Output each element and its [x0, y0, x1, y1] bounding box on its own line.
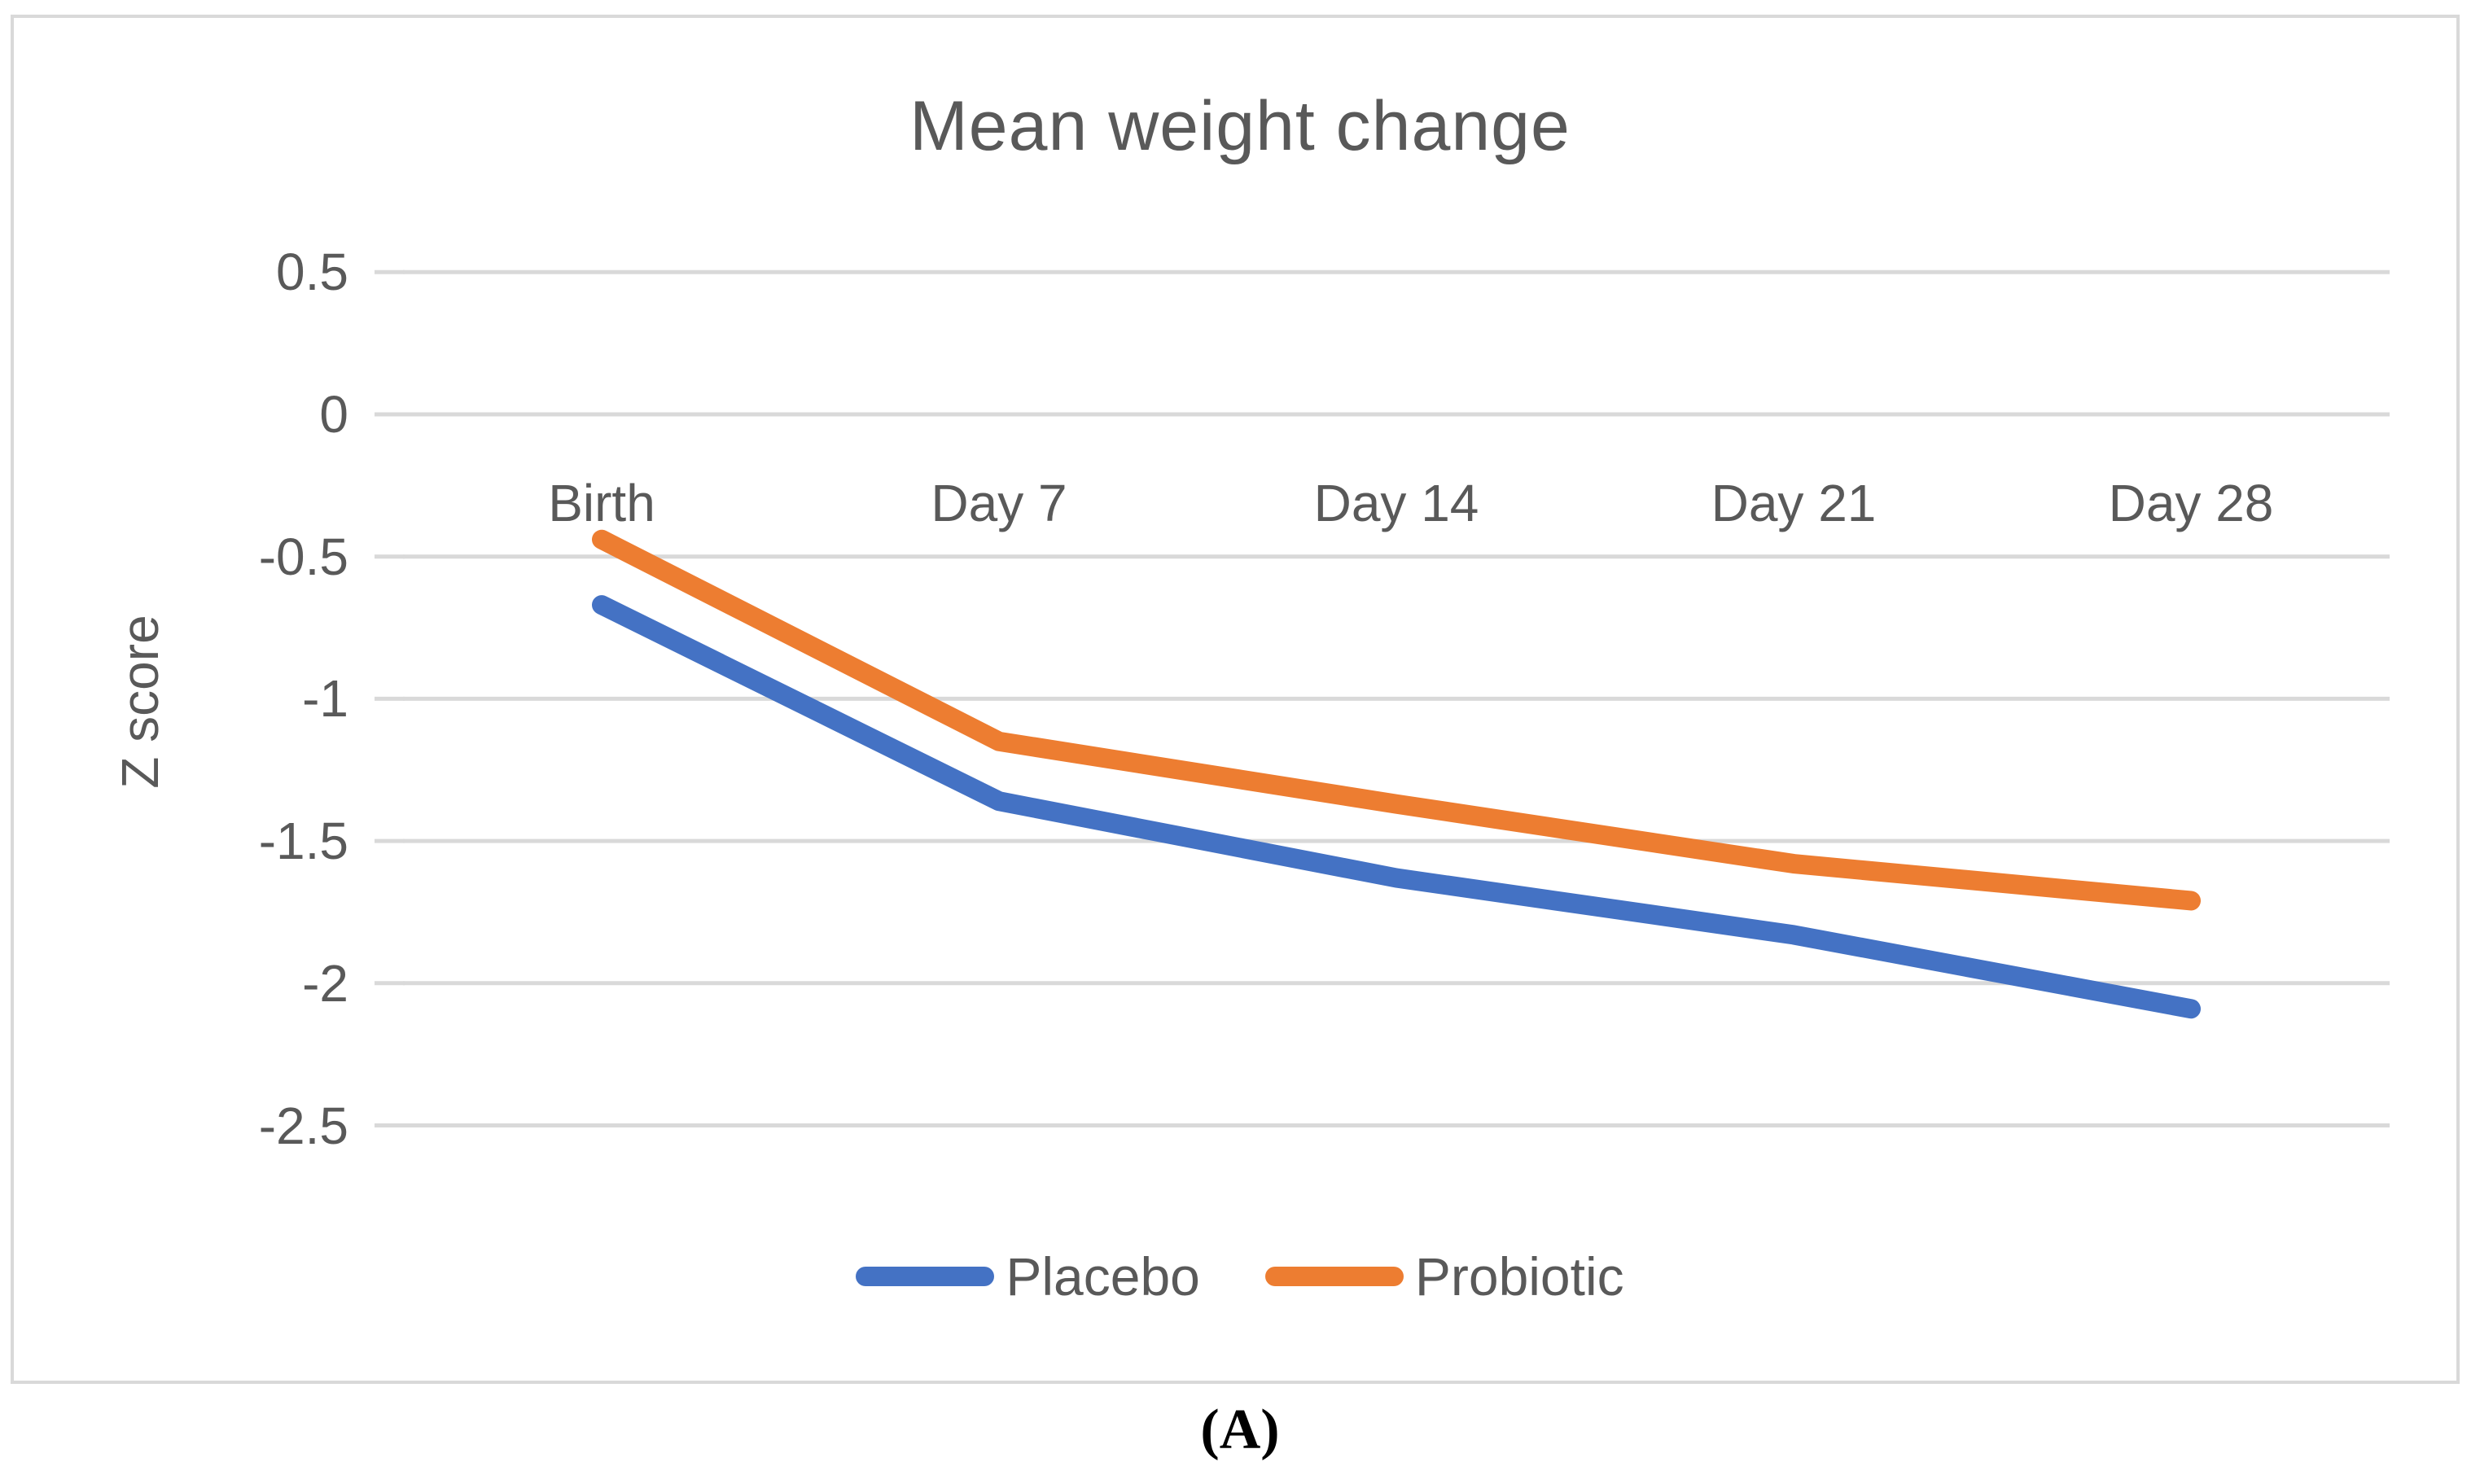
legend-item-placebo: Placebo [856, 1244, 1200, 1309]
chart-title: Mean weight change [909, 87, 1571, 165]
y-axis-tick-label: 0 [319, 385, 348, 444]
series-line-probiotic [592, 529, 2201, 911]
legend-swatch-probiotic [1264, 1267, 1404, 1286]
legend-label: Placebo [1006, 1246, 1200, 1307]
figure-caption: (A) [1200, 1399, 1280, 1461]
x-axis-category-label: Day 7 [931, 474, 1067, 532]
x-axis-category-label: Birth [548, 474, 655, 532]
series-line-placebo [592, 595, 2201, 1019]
y-axis-tick-label: 0.5 [276, 243, 348, 302]
y-axis-tick-label: -0.5 [258, 527, 348, 586]
legend-item-probiotic: Probiotic [1264, 1244, 1624, 1309]
y-axis-tick-label: -1 [302, 669, 348, 729]
y-axis-title: Z score [111, 615, 169, 789]
x-axis-category-label: Day 21 [1711, 474, 1877, 532]
legend-label: Probiotic [1414, 1246, 1624, 1307]
y-axis-tick-label: -2 [302, 953, 348, 1013]
x-axis-category-label: Day 28 [2108, 474, 2274, 532]
chart-legend: Placebo Probiotic [0, 1244, 2480, 1309]
y-axis-tick-label: -2.5 [258, 1096, 348, 1155]
y-axis-tick-label: -1.5 [258, 812, 348, 871]
x-axis-category-label: Day 14 [1313, 474, 1479, 532]
legend-swatch-placebo [856, 1267, 995, 1286]
